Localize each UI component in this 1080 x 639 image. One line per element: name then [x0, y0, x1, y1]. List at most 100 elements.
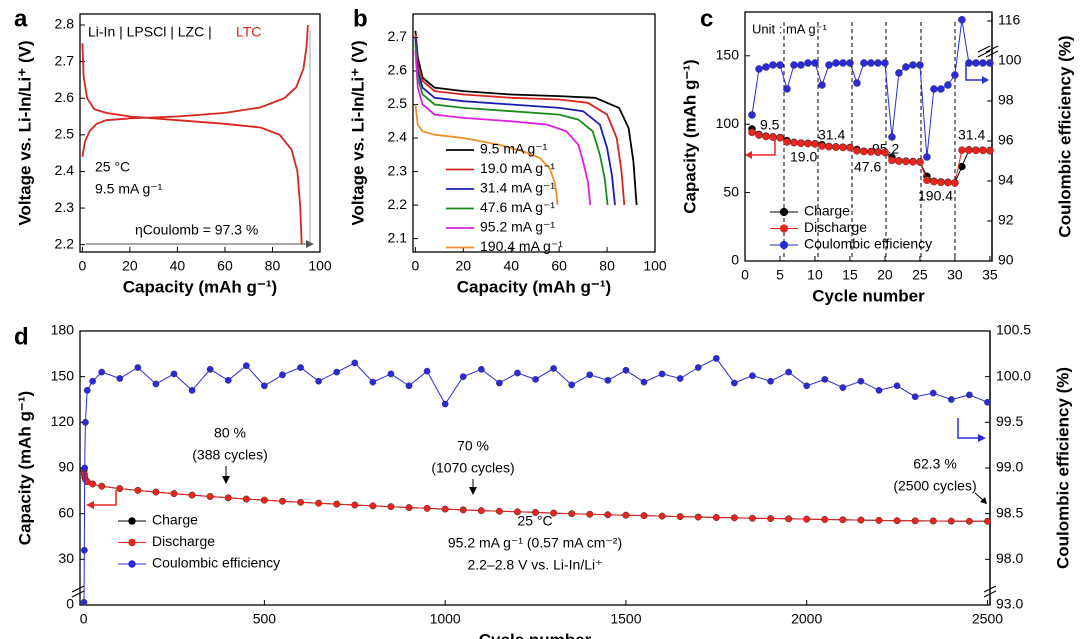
data-point: [224, 376, 232, 384]
axis-break: [983, 585, 997, 598]
y2-tick-label: 93.0: [996, 596, 1023, 612]
y-tick-label: 2.2: [55, 235, 75, 251]
data-point: [979, 59, 987, 67]
legend-label: 190.4 mA g⁻¹: [480, 238, 563, 254]
y2-tick-label: 98.5: [996, 504, 1023, 520]
y-axis-label: Voltage vs. Li-In/Li⁺ (V): [348, 40, 367, 225]
data-point: [81, 464, 89, 472]
x-axis-label: Capacity (mAh g⁻¹): [123, 277, 277, 296]
x-tick-label: 0: [411, 258, 419, 274]
y-tick-label: 120: [51, 413, 75, 429]
data-point: [888, 156, 896, 165]
data-point: [188, 387, 196, 394]
data-point: [676, 513, 684, 520]
data-point: [839, 516, 847, 524]
data-point: [441, 400, 449, 408]
data-point: [776, 61, 784, 69]
data-point: [658, 512, 666, 520]
data-point: [297, 498, 304, 506]
series-line: [414, 44, 609, 206]
data-point: [951, 179, 959, 187]
data-point: [947, 517, 955, 525]
x-tick-label: 60: [551, 258, 567, 274]
data-point: [98, 368, 106, 376]
annotation: (2500 cycles): [893, 478, 976, 494]
legend-label: Discharge: [152, 533, 215, 549]
x-tick-label: 40: [170, 258, 186, 274]
data-point: [874, 148, 882, 156]
y-tick-label: 2.4: [55, 162, 75, 178]
x-tick-label: 35: [982, 267, 998, 283]
data-point: [694, 364, 702, 371]
x-tick-label: 20: [122, 258, 138, 274]
data-point: [568, 510, 576, 518]
data-point: [857, 377, 865, 385]
data-point: [622, 366, 630, 374]
data-point: [839, 143, 847, 152]
data-point: [459, 373, 467, 380]
axis-arrow: [752, 136, 776, 156]
data-point: [387, 503, 395, 511]
data-point: [134, 364, 142, 371]
data-point: [986, 59, 994, 67]
x-tick-label: 10: [807, 267, 823, 283]
y-tick-label: 2.8: [55, 16, 75, 32]
data-point: [811, 140, 819, 148]
data-point: [818, 142, 826, 150]
data-point: [206, 365, 214, 373]
rate-label: 9.5: [760, 117, 780, 133]
x-tick-label: 20: [877, 267, 893, 283]
data-point: [640, 378, 648, 386]
annotation: 62.3 %: [913, 456, 957, 472]
data-point: [857, 516, 865, 524]
data-point: [776, 134, 784, 142]
panel-label: d: [14, 323, 29, 350]
data-point: [80, 598, 88, 606]
y-tick-label: 100: [716, 115, 740, 131]
x-tick-label: 80: [599, 258, 615, 274]
data-point: [818, 81, 826, 89]
data-point: [405, 504, 413, 511]
x-tick-label: 20: [456, 258, 472, 274]
annotation: 25 °C: [517, 513, 552, 529]
data-point: [825, 61, 833, 69]
data-point: [369, 378, 377, 386]
data-point: [803, 515, 811, 523]
data-point: [825, 143, 833, 151]
data-point: [888, 133, 896, 141]
data-point: [82, 418, 89, 426]
axis-arrow-head: [745, 151, 752, 159]
data-point: [902, 63, 910, 71]
x-tick-label: 100: [308, 258, 332, 274]
data-point: [937, 85, 945, 93]
data-point: [783, 85, 791, 93]
annotation: 2.2–2.8 V vs. Li-In/Li⁺: [467, 557, 602, 573]
pointer-head: [980, 497, 987, 504]
pointer-head: [222, 476, 230, 484]
y2-tick-label: 98: [998, 92, 1014, 108]
data-point: [874, 59, 882, 67]
data-point: [170, 370, 178, 378]
data-point: [762, 63, 770, 71]
y-tick-label: 2.7: [388, 28, 408, 44]
panel-label: c: [700, 5, 713, 32]
data-point: [929, 389, 937, 397]
data-point: [821, 376, 829, 383]
data-point: [979, 146, 987, 155]
data-point: [804, 59, 812, 67]
data-point: [333, 500, 341, 508]
data-point: [731, 379, 738, 387]
data-point: [965, 146, 973, 154]
data-point: [748, 111, 756, 119]
data-point: [297, 364, 304, 371]
data-point: [785, 515, 792, 523]
data-point: [658, 370, 666, 378]
data-point: [89, 377, 97, 385]
y-tick-label: 2.3: [55, 199, 75, 215]
y2-tick-label: 100: [998, 52, 1022, 68]
annotation: LTC: [236, 24, 261, 40]
pointer-head: [469, 487, 477, 495]
axis-arrow: [965, 64, 982, 81]
axis-arrow: [94, 490, 117, 506]
